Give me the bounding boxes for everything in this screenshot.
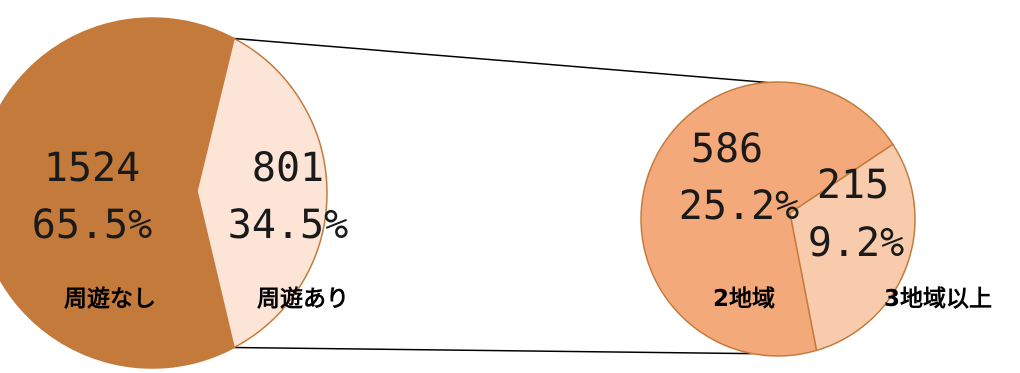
connector-line-top — [234, 37, 775, 84]
connector-line-bottom — [234, 346, 783, 355]
data-label-percent-three-plus-regions: 9.2% — [808, 220, 904, 266]
data-label-value-no-tour: 1524 — [44, 145, 140, 191]
data-label-value-with-tour: 801 — [252, 145, 324, 191]
main-pie-slice-no-tour — [0, 17, 235, 369]
main-pie — [0, 17, 328, 369]
category-label-no-tour: 周遊なし — [64, 285, 156, 312]
data-label-percent-no-tour: 65.5% — [32, 202, 152, 248]
category-label-three-plus-regions: 3地域以上 — [884, 285, 992, 312]
category-label-two-regions: 2地域 — [713, 285, 775, 312]
data-label-value-two-regions: 586 — [691, 126, 763, 172]
connector-lines — [234, 37, 783, 355]
category-label-with-tour: 周遊あり — [257, 285, 349, 312]
secondary-pie — [640, 81, 916, 357]
data-label-percent-with-tour: 34.5% — [228, 202, 348, 248]
secondary-pie-slice-three-plus-regions — [789, 143, 916, 352]
data-label-value-three-plus-regions: 215 — [817, 162, 889, 208]
secondary-pie-slice-two-regions — [640, 81, 894, 357]
chart-labels: 1524 65.5% 周遊なし 801 34.5% 周遊あり 586 25.2% 2地域 215 9… — [32, 126, 992, 312]
data-label-percent-two-regions: 25.2% — [679, 183, 799, 229]
main-pie-slice-with-tour — [196, 37, 328, 349]
